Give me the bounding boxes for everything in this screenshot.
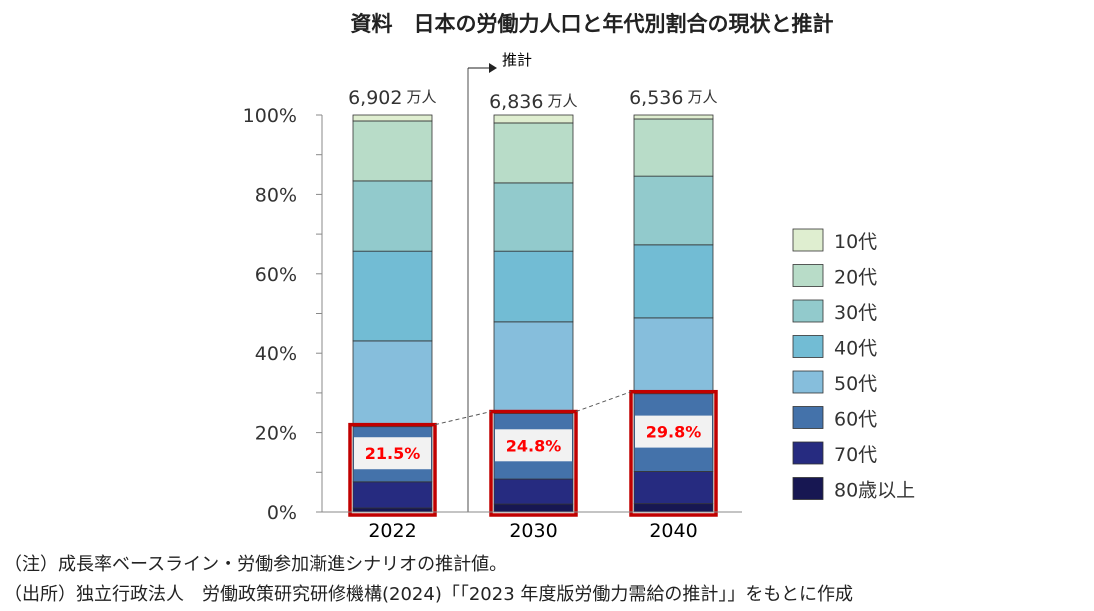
y-tick-label: 60% bbox=[255, 264, 297, 286]
bar-segment bbox=[633, 317, 714, 395]
bar-segment bbox=[633, 503, 714, 513]
highlight-label-bg bbox=[495, 429, 572, 462]
total-unit: 万人 bbox=[548, 92, 578, 110]
x-tick-label: 2030 bbox=[509, 520, 557, 542]
highlight-box bbox=[489, 409, 578, 517]
legend-swatch bbox=[792, 335, 824, 358]
total-label: 6,836 bbox=[489, 91, 543, 113]
arrow-head-icon bbox=[489, 63, 497, 73]
legend-label: 50代 bbox=[834, 373, 877, 395]
bar-segment bbox=[352, 180, 433, 252]
legend-swatch bbox=[792, 264, 824, 287]
highlight-label-bg bbox=[635, 415, 712, 448]
legend-swatch bbox=[792, 299, 824, 323]
trend-dashed-line bbox=[434, 411, 492, 426]
bar-segment bbox=[633, 244, 714, 319]
x-tick-label: 2022 bbox=[368, 520, 416, 542]
legend-label: 80歳以上 bbox=[834, 480, 915, 502]
highlight-box bbox=[629, 389, 718, 517]
bar-segment bbox=[633, 114, 714, 120]
y-tick-label: 40% bbox=[255, 343, 297, 365]
bar-segment bbox=[633, 118, 714, 177]
highlight-label: 24.8% bbox=[506, 436, 562, 455]
highlight-label: 29.8% bbox=[646, 423, 702, 442]
highlight-label: 21.5% bbox=[365, 444, 421, 463]
y-tick-label: 20% bbox=[255, 423, 297, 445]
bar-segment bbox=[352, 250, 433, 342]
bar-segment bbox=[352, 507, 433, 513]
bar-segment bbox=[493, 122, 574, 184]
bar-segment bbox=[352, 481, 433, 509]
legend-label: 20代 bbox=[834, 267, 877, 289]
legend-label: 70代 bbox=[834, 444, 877, 466]
total-unit: 万人 bbox=[407, 88, 437, 106]
note-text: （注）成長率ベースライン・労働参加漸進シナリオの推計値。 bbox=[4, 554, 508, 575]
bar-segment bbox=[633, 175, 714, 246]
trend-dashed-line bbox=[575, 391, 632, 413]
bar-segment bbox=[493, 114, 574, 124]
legend-swatch bbox=[792, 370, 824, 394]
y-tick-label: 80% bbox=[255, 184, 297, 206]
bar-segment bbox=[352, 120, 433, 182]
y-tick-label: 100% bbox=[243, 105, 297, 127]
total-label: 6,536 bbox=[629, 87, 683, 109]
bar-segment bbox=[493, 182, 574, 252]
legend-label: 60代 bbox=[834, 409, 877, 431]
legend-swatch bbox=[792, 477, 824, 500]
chart-title: 資料 日本の労働力人口と年代別割合の現状と推計 bbox=[350, 12, 834, 36]
legend-label: 30代 bbox=[834, 302, 877, 324]
bar-segment bbox=[493, 503, 574, 513]
bar-segment bbox=[493, 250, 574, 323]
bar-segment bbox=[352, 114, 433, 122]
bar-segment bbox=[352, 340, 433, 428]
legend-label: 40代 bbox=[834, 338, 877, 360]
legend-label: 10代 bbox=[834, 231, 877, 253]
projection-label: 推計 bbox=[502, 51, 532, 69]
highlight-label-bg bbox=[354, 437, 431, 470]
legend-swatch bbox=[792, 441, 824, 465]
y-tick-label: 0% bbox=[267, 502, 297, 524]
highlight-box bbox=[348, 422, 437, 517]
legend-swatch bbox=[792, 228, 824, 252]
legend-swatch bbox=[792, 406, 824, 429]
bar-segment bbox=[633, 471, 714, 505]
x-tick-label: 2040 bbox=[649, 520, 697, 542]
bar-segment bbox=[493, 478, 574, 505]
source-text: （出所）独立行政法人 労働政策研究研修機構(2024)「「2023 年度版労働力… bbox=[4, 584, 854, 605]
total-unit: 万人 bbox=[688, 88, 718, 106]
total-label: 6,902 bbox=[348, 87, 402, 109]
bar-segment bbox=[493, 321, 574, 414]
